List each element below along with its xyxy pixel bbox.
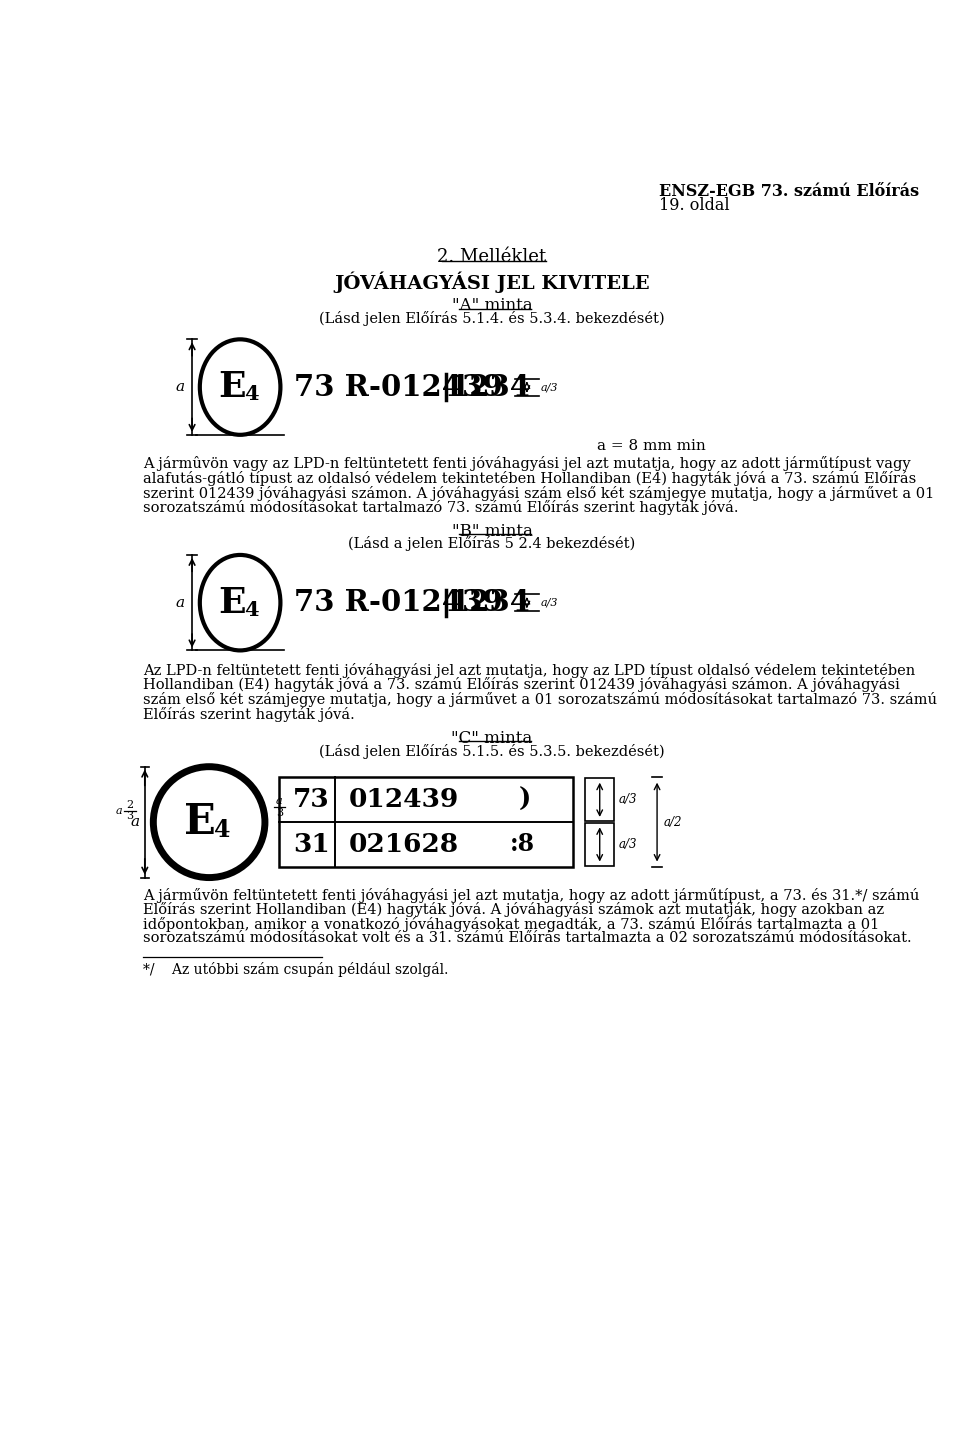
Text: a/3: a/3 xyxy=(540,382,559,392)
Text: 012439: 012439 xyxy=(348,787,459,812)
Text: a: a xyxy=(176,380,185,394)
Text: 3: 3 xyxy=(127,812,133,822)
Text: E: E xyxy=(219,370,246,404)
Text: Előírás szerint hagyták jóvá.: Előírás szerint hagyták jóvá. xyxy=(143,706,355,722)
Text: Hollandiban (E4) hagyták jóvá a 73. számú Előírás szerint 012439 jóváhagyási szá: Hollandiban (E4) hagyták jóvá a 73. szám… xyxy=(143,677,900,693)
Text: JÓVÁHAGYÁSI JEL KIVITELE: JÓVÁHAGYÁSI JEL KIVITELE xyxy=(334,272,650,293)
Text: E: E xyxy=(184,802,216,843)
Text: 1234: 1234 xyxy=(449,589,531,617)
Text: sorozatszámú módosításokat tartalmazó 73. számú Előírás szerint hagyták jóvá.: sorozatszámú módosításokat tartalmazó 73… xyxy=(143,500,739,516)
Text: :8: :8 xyxy=(510,833,535,856)
Text: 3: 3 xyxy=(276,807,283,817)
Text: 73 R-012439: 73 R-012439 xyxy=(295,589,503,617)
Text: alafutás-gátló típust az oldalsó védelem tekintetében Hollandiban (E4) hagyták j: alafutás-gátló típust az oldalsó védelem… xyxy=(143,472,917,486)
Text: 2: 2 xyxy=(127,800,133,810)
Text: */    Az utóbbi szám csupán például szolgál.: */ Az utóbbi szám csupán például szolgál… xyxy=(143,962,448,976)
Text: sorozatszámú módosításokat volt és a 31. számú Előírás tartalmazta a 02 sorozats: sorozatszámú módosításokat volt és a 31.… xyxy=(143,932,912,946)
Text: 73 R-012439: 73 R-012439 xyxy=(295,373,503,402)
Text: 4: 4 xyxy=(214,817,230,842)
Text: Az LPD-n feltüntetett fenti jóváhagyási jel azt mutatja, hogy az LPD típust olda: Az LPD-n feltüntetett fenti jóváhagyási … xyxy=(143,663,916,677)
Bar xyxy=(585,823,614,866)
Text: ): ) xyxy=(519,787,532,812)
Text: (Lásd jelen Előírás 5.1.5. és 5.3.5. bekezdését): (Lásd jelen Előírás 5.1.5. és 5.3.5. bek… xyxy=(319,743,665,759)
Text: a/2: a/2 xyxy=(663,816,682,829)
Text: 021628: 021628 xyxy=(348,832,459,857)
Text: a/3: a/3 xyxy=(618,793,636,806)
Text: a = 8 mm min: a = 8 mm min xyxy=(596,440,706,453)
Text: 4: 4 xyxy=(244,384,258,404)
Text: E: E xyxy=(219,586,246,620)
Text: 4: 4 xyxy=(244,600,258,620)
Text: "C" minta: "C" minta xyxy=(451,730,533,747)
Text: 73: 73 xyxy=(293,787,329,812)
Text: 2. Melléklet: 2. Melléklet xyxy=(438,249,546,266)
Text: "A" minta: "A" minta xyxy=(452,297,532,314)
Text: A jármûvön vagy az LPD-n feltüntetett fenti jóváhagyási jel azt mutatja, hogy az: A jármûvön vagy az LPD-n feltüntetett fe… xyxy=(143,456,911,472)
Text: szám első két számjegye mutatja, hogy a járművet a 01 sorozatszámú módosításokat: szám első két számjegye mutatja, hogy a … xyxy=(143,692,937,707)
Text: A járművön feltüntetett fenti jóváhagyási jel azt mutatja, hogy az adott járműtí: A járművön feltüntetett fenti jóváhagyás… xyxy=(143,887,920,903)
Bar xyxy=(585,779,614,822)
Text: a: a xyxy=(116,806,123,816)
Text: időpontokban, amikor a vonatkozó jóváhagyásokat megadták, a 73. számú Előírás ta: időpontokban, amikor a vonatkozó jóváhag… xyxy=(143,917,879,932)
Bar xyxy=(278,777,573,867)
Text: 31: 31 xyxy=(293,832,329,857)
Text: a: a xyxy=(176,596,185,610)
Text: (Lásd a jelen Előírás 5 2.4 bekezdését): (Lásd a jelen Előírás 5 2.4 bekezdését) xyxy=(348,536,636,552)
Text: ENSZ-EGB 73. számú Előírás: ENSZ-EGB 73. számú Előírás xyxy=(659,183,919,200)
Text: 1234: 1234 xyxy=(449,373,531,402)
Text: Előírás szerint Hollandiban (E4) hagyták jóvá. A jóváhagyási számok azt mutatják: Előírás szerint Hollandiban (E4) hagyták… xyxy=(143,902,884,917)
Text: szerint 012439 jóváhagyási számon. A jóváhagyási szám első két számjegye mutatja: szerint 012439 jóváhagyási számon. A jóv… xyxy=(143,486,934,500)
Text: 19. oldal: 19. oldal xyxy=(659,197,730,214)
Text: a: a xyxy=(131,815,140,829)
Text: "B" minta: "B" minta xyxy=(451,523,533,540)
Text: a/3: a/3 xyxy=(618,837,636,850)
Text: a/3: a/3 xyxy=(540,597,559,607)
Text: (Lásd jelen Előírás 5.1.4. és 5.3.4. bekezdését): (Lásd jelen Előírás 5.1.4. és 5.3.4. bek… xyxy=(319,312,665,326)
Text: a: a xyxy=(276,796,282,806)
